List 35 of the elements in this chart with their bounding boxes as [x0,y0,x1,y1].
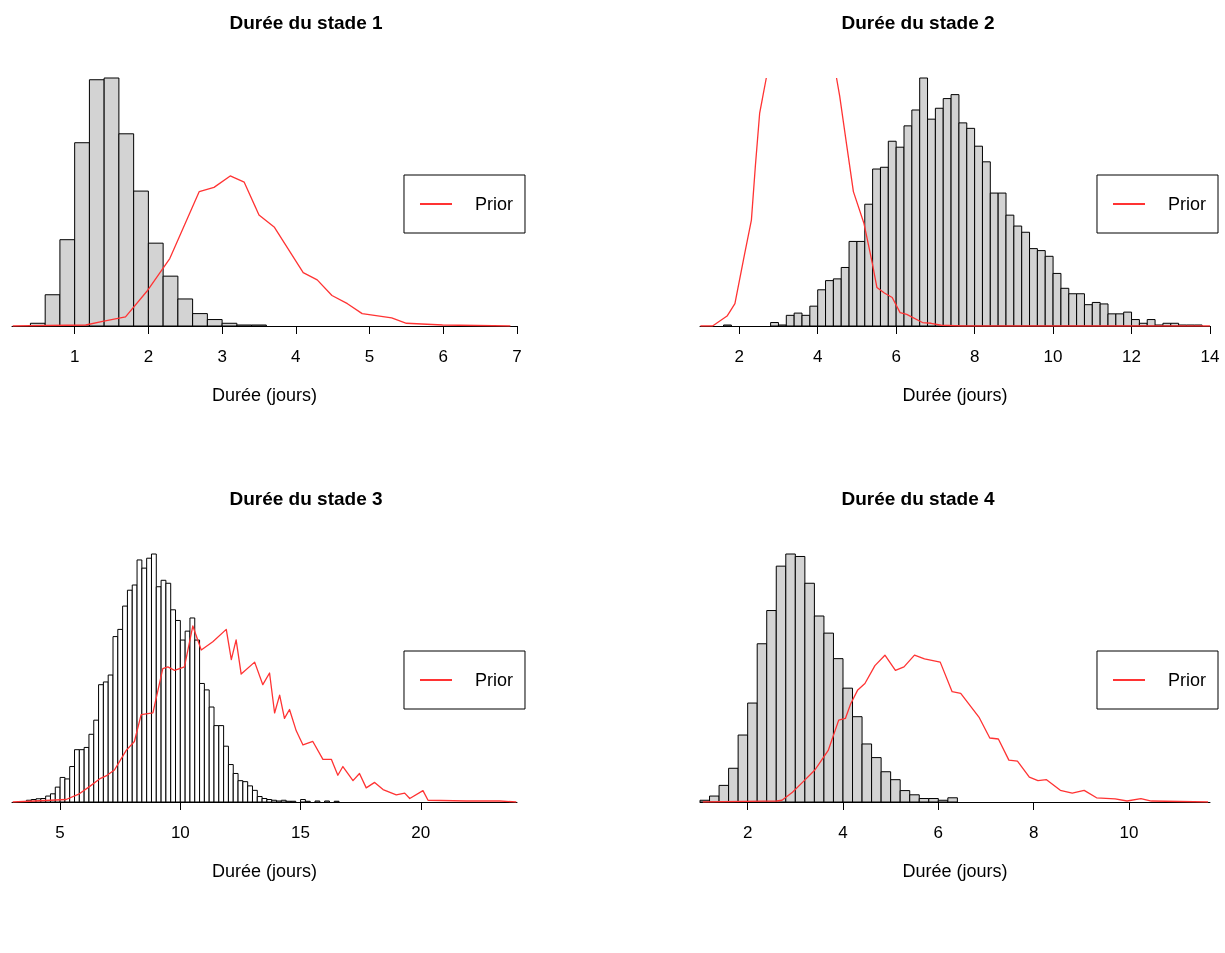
x-tick-label: 2 [734,347,744,366]
x-tick-label: 7 [512,347,522,366]
x-axis-title: Durée (jours) [211,385,318,405]
x-tick-label: 5 [55,823,65,842]
legend-label: Prior [1168,194,1207,214]
x-tick-label: 8 [1028,823,1039,842]
x-axis-title: Durée (jours) [211,861,318,881]
x-tick-label: 14 [1200,347,1220,366]
chart-title: Durée du stade 3 [229,488,383,509]
x-axis-title: Durée (jours) [902,385,1008,405]
x-tick-label: 10 [1119,823,1139,842]
x-tick-label: 10 [170,823,190,842]
x-tick-label: 4 [812,347,823,366]
legend-label: Prior [475,194,514,214]
x-tick-label: 3 [217,347,227,366]
x-tick-label: 8 [969,347,980,366]
x-tick-label: 6 [933,823,944,842]
x-tick-label: 6 [891,347,901,366]
x-tick-label: 12 [1122,347,1141,366]
chart-title: Durée du stade 4 [841,488,995,509]
x-tick-label: 15 [291,823,311,842]
x-tick-label: 1 [69,347,80,366]
x-tick-label: 6 [438,347,449,366]
chart-title: Durée du stade 2 [841,12,995,33]
chart-title: Durée du stade 1 [229,12,383,33]
x-tick-label: 10 [1043,347,1063,366]
x-axis-title: Durée (jours) [902,861,1008,881]
x-tick-label: 2 [143,347,154,366]
legend-label: Prior [475,670,514,690]
legend-label: Prior [1168,670,1207,690]
x-tick-label: 4 [838,823,848,842]
x-tick-label: 4 [291,347,301,366]
x-tick-label: 20 [411,823,431,842]
x-tick-label: 5 [364,347,375,366]
x-tick-label: 2 [742,823,753,842]
